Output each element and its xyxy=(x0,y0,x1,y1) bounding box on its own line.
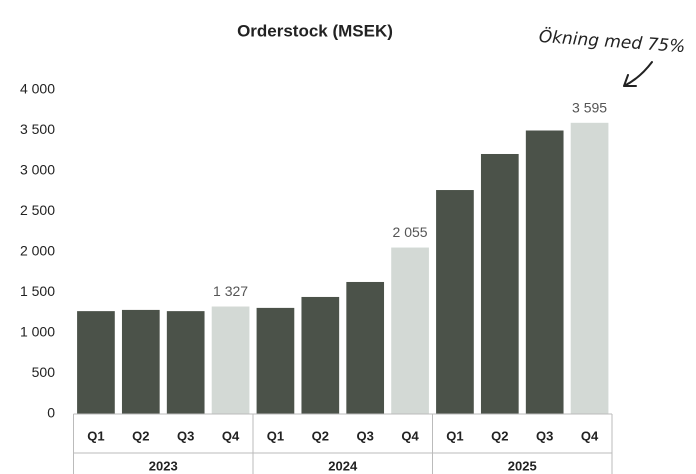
value-label: 1 327 xyxy=(213,283,248,299)
bar xyxy=(391,247,429,414)
bar xyxy=(525,130,564,414)
y-tick-label: 4 000 xyxy=(20,81,55,97)
x-tick-label: Q3 xyxy=(536,428,553,443)
x-tick-label: Q3 xyxy=(357,428,374,443)
x-tick-label: Q4 xyxy=(401,428,419,443)
x-tick-label: Q2 xyxy=(312,428,329,443)
x-tick-label: Q4 xyxy=(581,428,599,443)
bar xyxy=(256,307,295,414)
x-tick-label: Q1 xyxy=(87,428,104,443)
x-tick-label: Q3 xyxy=(177,428,194,443)
y-tick-label: 3 500 xyxy=(20,121,55,137)
y-tick-label: 1 500 xyxy=(20,283,55,299)
bar xyxy=(301,296,340,414)
bar xyxy=(570,122,609,415)
y-tick-label: 500 xyxy=(32,364,56,380)
group-label: 2025 xyxy=(508,458,537,473)
group-label: 2024 xyxy=(328,458,358,473)
bar xyxy=(436,190,474,414)
bar xyxy=(166,311,205,414)
chart-title: Orderstock (MSEK) xyxy=(237,21,393,40)
bar xyxy=(121,309,160,414)
group-label: 2023 xyxy=(149,458,178,473)
annotation-arrow xyxy=(623,61,653,87)
bar xyxy=(77,311,115,414)
bar xyxy=(346,281,385,414)
x-tick-label: Q2 xyxy=(132,428,149,443)
y-tick-label: 1 000 xyxy=(20,324,55,340)
annotation: Ökning med 75% xyxy=(538,25,686,57)
value-label: 3 595 xyxy=(572,100,607,116)
x-tick-label: Q1 xyxy=(446,428,463,443)
y-tick-label: 2 000 xyxy=(20,243,55,259)
y-tick-label: 0 xyxy=(47,405,55,421)
x-tick-label: Q2 xyxy=(491,428,508,443)
x-tick-label: Q1 xyxy=(267,428,284,443)
bar xyxy=(211,306,250,414)
y-tick-label: 2 500 xyxy=(20,202,55,218)
value-label: 2 055 xyxy=(393,224,428,240)
bar xyxy=(480,153,519,415)
x-tick-label: Q4 xyxy=(222,428,240,443)
y-tick-label: 3 000 xyxy=(20,162,55,178)
